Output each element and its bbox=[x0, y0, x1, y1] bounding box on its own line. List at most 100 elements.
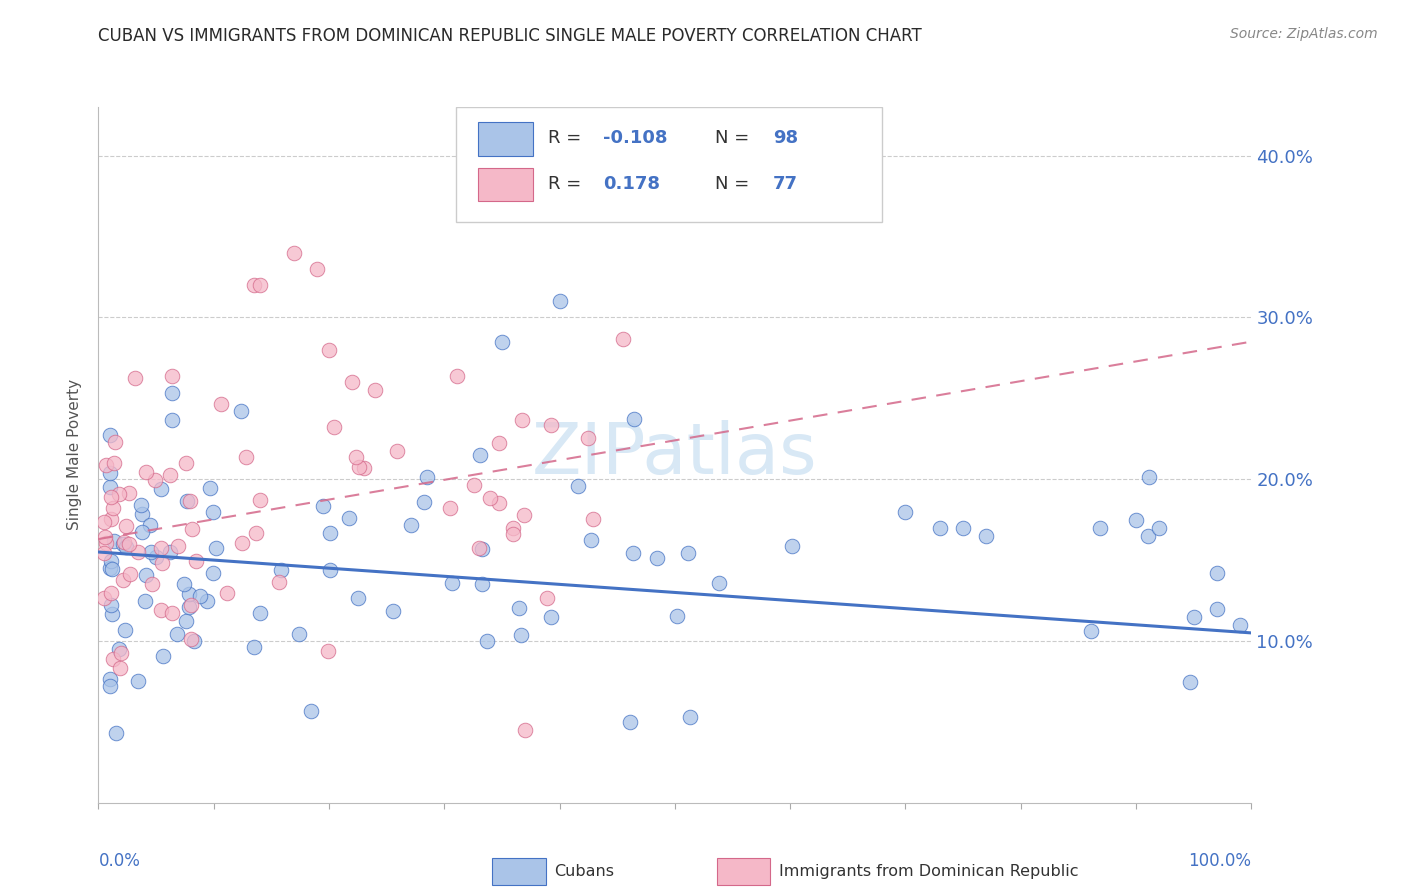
Point bbox=[1182, 609, 1205, 624]
Point bbox=[1080, 624, 1102, 638]
Point bbox=[235, 450, 257, 464]
Point bbox=[139, 517, 162, 532]
Point bbox=[159, 545, 181, 559]
Point bbox=[101, 501, 124, 516]
Text: 77: 77 bbox=[773, 175, 797, 193]
Point bbox=[678, 546, 700, 560]
Point bbox=[619, 715, 641, 730]
Point bbox=[198, 481, 221, 495]
Point bbox=[179, 493, 201, 508]
Point bbox=[150, 482, 173, 496]
Point bbox=[344, 450, 367, 464]
Point bbox=[382, 603, 405, 617]
Point bbox=[478, 491, 501, 505]
Point bbox=[340, 375, 363, 389]
Point bbox=[399, 517, 422, 532]
Point bbox=[347, 459, 370, 474]
Point bbox=[202, 506, 225, 520]
Point bbox=[101, 607, 124, 622]
Text: ZIPatlas: ZIPatlas bbox=[531, 420, 818, 490]
Bar bbox=[478, 168, 533, 201]
Point bbox=[243, 640, 266, 654]
Point bbox=[160, 413, 183, 427]
Point bbox=[468, 541, 491, 555]
Point bbox=[283, 245, 305, 260]
Point bbox=[669, 189, 692, 203]
Point bbox=[439, 500, 461, 515]
Text: 0.178: 0.178 bbox=[603, 175, 661, 193]
Point bbox=[103, 456, 125, 470]
Point bbox=[582, 512, 605, 526]
Point bbox=[180, 598, 202, 612]
Y-axis label: Single Male Poverty: Single Male Poverty bbox=[67, 379, 83, 531]
Text: R =: R = bbox=[548, 129, 588, 147]
Point bbox=[98, 427, 121, 442]
Point bbox=[364, 383, 387, 397]
Point bbox=[1205, 601, 1227, 615]
Point bbox=[93, 547, 115, 561]
Point bbox=[101, 561, 124, 575]
Point bbox=[162, 386, 184, 401]
Point bbox=[929, 521, 952, 535]
Point bbox=[441, 575, 464, 590]
Point bbox=[114, 623, 136, 637]
Point bbox=[471, 576, 494, 591]
Point bbox=[513, 508, 536, 522]
Text: -0.108: -0.108 bbox=[603, 129, 668, 147]
Point bbox=[510, 628, 533, 642]
Point bbox=[173, 577, 195, 591]
Point bbox=[131, 508, 153, 522]
Point bbox=[145, 549, 167, 564]
Point bbox=[513, 723, 536, 737]
Text: Source: ZipAtlas.com: Source: ZipAtlas.com bbox=[1230, 27, 1378, 41]
Point bbox=[319, 526, 342, 541]
Point bbox=[243, 278, 266, 293]
Point bbox=[347, 591, 370, 605]
Point bbox=[270, 563, 292, 577]
Point bbox=[337, 510, 360, 524]
Point bbox=[135, 568, 157, 582]
Text: R =: R = bbox=[548, 175, 593, 193]
Point bbox=[205, 541, 228, 555]
Point bbox=[127, 545, 149, 559]
Point bbox=[412, 494, 434, 508]
Point bbox=[229, 403, 252, 417]
Point bbox=[115, 519, 138, 533]
Point bbox=[952, 521, 974, 535]
Point bbox=[249, 607, 271, 621]
Point bbox=[312, 499, 335, 513]
Point bbox=[513, 197, 536, 211]
Point bbox=[471, 541, 494, 556]
Point bbox=[1136, 529, 1159, 543]
Point bbox=[416, 470, 439, 484]
Point bbox=[468, 448, 491, 462]
Point bbox=[96, 458, 118, 472]
Point bbox=[93, 591, 115, 605]
Point bbox=[135, 466, 157, 480]
Point bbox=[143, 473, 166, 487]
Point bbox=[508, 601, 530, 615]
Point bbox=[108, 661, 131, 675]
Point bbox=[129, 498, 152, 512]
Point bbox=[491, 334, 513, 349]
Point bbox=[186, 554, 208, 568]
Point bbox=[621, 546, 644, 560]
Point bbox=[100, 586, 122, 600]
Point bbox=[108, 487, 131, 501]
Point bbox=[488, 496, 510, 510]
Point bbox=[679, 710, 702, 724]
Point bbox=[114, 540, 136, 554]
Point bbox=[1178, 674, 1201, 689]
Point bbox=[110, 646, 132, 660]
Point bbox=[579, 533, 602, 547]
Point bbox=[104, 435, 127, 450]
Point bbox=[98, 466, 121, 480]
Point bbox=[318, 343, 340, 357]
Point bbox=[502, 521, 524, 535]
Point bbox=[318, 563, 340, 577]
Point bbox=[488, 436, 510, 450]
Point bbox=[548, 294, 571, 309]
Point bbox=[118, 486, 141, 500]
Point bbox=[98, 480, 121, 494]
Point bbox=[513, 189, 536, 203]
